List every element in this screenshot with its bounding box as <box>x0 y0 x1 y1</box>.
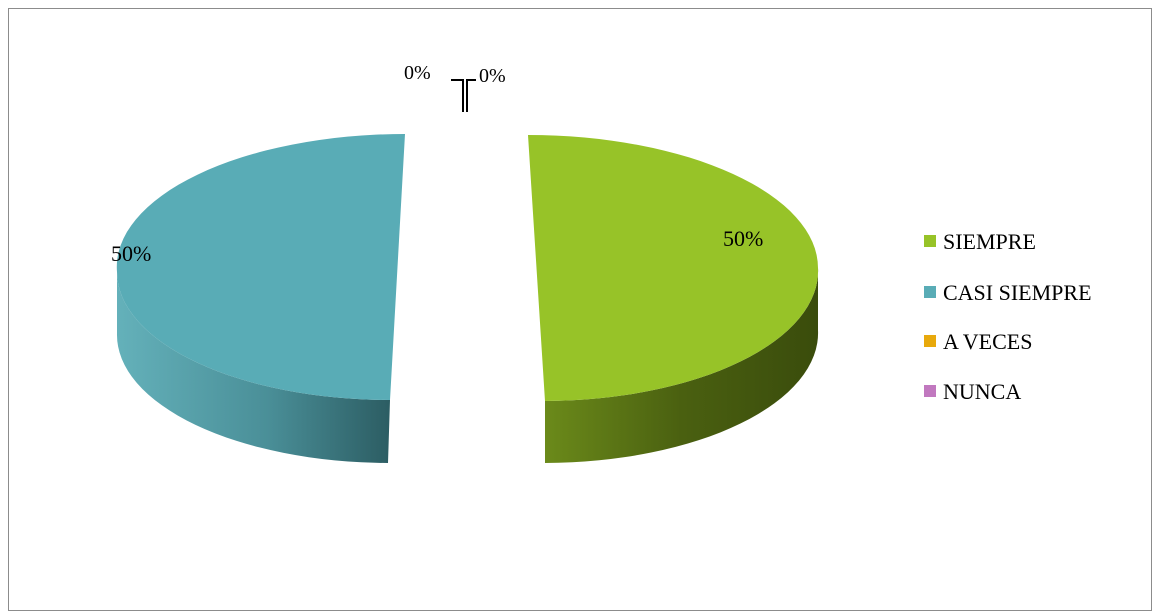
legend-label-casi-siempre: CASI SIEMPRE <box>943 280 1092 305</box>
legend-label-nunca: NUNCA <box>943 379 1021 404</box>
data-label-casi-siempre: 50% <box>111 241 151 266</box>
slice-siempre <box>528 135 819 401</box>
leader-line-nunca <box>466 79 476 112</box>
legend-label-siempre: SIEMPRE <box>943 229 1036 254</box>
legend-swatch-casi-siempre <box>924 286 936 298</box>
slice-casi-siempre <box>116 133 405 400</box>
data-label-siempre: 50% <box>723 226 763 251</box>
data-label-a-veces: 0% <box>404 62 431 84</box>
legend-label-a-veces: A VECES <box>943 329 1032 354</box>
legend-swatch-siempre <box>924 235 936 247</box>
legend-swatch-a-veces <box>924 335 936 347</box>
legend: SIEMPRE CASI SIEMPRE A VECES NUNCA <box>924 229 1092 404</box>
leader-line-a-veces <box>451 79 464 112</box>
slice-siempre-side <box>545 268 819 463</box>
slice-casi-siempre-side <box>116 272 390 463</box>
data-label-nunca: 0% <box>479 65 506 87</box>
legend-swatch-nunca <box>924 385 936 397</box>
